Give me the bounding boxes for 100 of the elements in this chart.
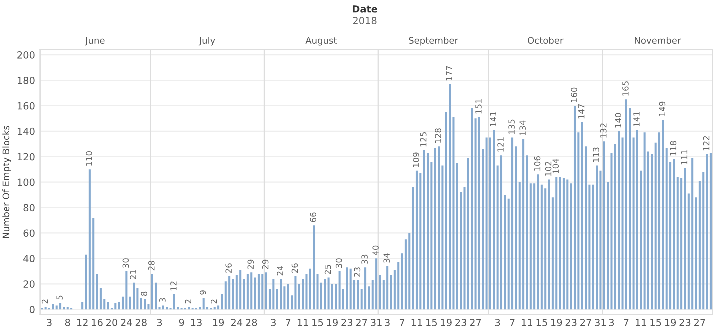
data-label: 25 bbox=[324, 265, 332, 274]
x-tick-label: 15 bbox=[426, 319, 438, 326]
y-tick-label: 140 bbox=[18, 128, 35, 136]
x2-tick-label: August bbox=[306, 37, 338, 46]
bar bbox=[673, 159, 676, 310]
bar bbox=[188, 307, 190, 310]
bar bbox=[228, 276, 231, 310]
data-label: 122 bbox=[703, 136, 710, 151]
x-tick-label: 28 bbox=[136, 319, 147, 326]
x-tick-label: 31 bbox=[595, 319, 606, 326]
y-tick-label: 80 bbox=[24, 204, 35, 212]
bar bbox=[316, 274, 319, 310]
data-label: 128 bbox=[435, 128, 442, 143]
x-tick-label: 24 bbox=[121, 319, 132, 326]
bar bbox=[350, 268, 352, 310]
x-tick-label: 3 bbox=[271, 319, 276, 326]
data-label: 102 bbox=[545, 162, 552, 176]
bar bbox=[426, 153, 430, 310]
data-label: 109 bbox=[413, 152, 420, 168]
data-label: 134 bbox=[520, 120, 526, 136]
bar bbox=[240, 270, 242, 310]
bar bbox=[214, 307, 216, 310]
data-label: 135 bbox=[508, 120, 515, 134]
bar bbox=[107, 302, 110, 310]
bar bbox=[199, 307, 202, 310]
bar bbox=[456, 163, 458, 310]
x-tick-label: 27 bbox=[580, 319, 592, 326]
data-label: 106 bbox=[534, 156, 541, 171]
bar bbox=[618, 131, 620, 310]
x-tick-label: 3 bbox=[157, 319, 162, 326]
x-tick-label: 23 bbox=[342, 319, 353, 326]
bar bbox=[471, 108, 474, 310]
x-tick-label: 28 bbox=[246, 319, 258, 326]
y-tick-label: 200 bbox=[18, 52, 35, 59]
y-tick-label: 20 bbox=[24, 280, 35, 288]
bar bbox=[52, 304, 54, 310]
y-tick-label: 100 bbox=[18, 178, 35, 186]
bar bbox=[662, 120, 664, 310]
bar bbox=[493, 130, 496, 310]
bar bbox=[710, 153, 712, 310]
bar bbox=[364, 268, 367, 310]
x-tick-label: 23 bbox=[566, 319, 577, 326]
x-tick-label: 3 bbox=[609, 319, 614, 326]
bar bbox=[313, 226, 316, 310]
data-label: 177 bbox=[446, 66, 452, 81]
bar bbox=[548, 180, 550, 310]
data-label: 111 bbox=[681, 150, 688, 165]
data-label: 26 bbox=[292, 264, 298, 274]
bar bbox=[144, 299, 146, 310]
bar bbox=[166, 307, 168, 310]
bar bbox=[151, 274, 154, 310]
bar bbox=[474, 118, 477, 310]
data-label: 140 bbox=[615, 113, 622, 128]
bar bbox=[408, 233, 411, 310]
bar bbox=[398, 262, 400, 310]
bar bbox=[250, 272, 253, 310]
x-tick-label: 12 bbox=[77, 319, 88, 326]
y-tick-label: 120 bbox=[18, 153, 35, 161]
data-label: 9 bbox=[200, 290, 206, 295]
x2-tick-label: October bbox=[528, 37, 564, 44]
x-tick-label: 31 bbox=[371, 319, 382, 326]
data-label: 141 bbox=[490, 112, 496, 126]
bar bbox=[416, 170, 418, 310]
bar bbox=[66, 307, 69, 310]
bar bbox=[596, 166, 598, 310]
data-label: 66 bbox=[310, 212, 317, 222]
bar bbox=[221, 294, 224, 310]
data-label: 23 bbox=[354, 268, 361, 277]
x-tick-label: 24 bbox=[231, 319, 243, 326]
bar bbox=[562, 178, 565, 310]
bar bbox=[232, 279, 234, 310]
y-tick-label: 160 bbox=[18, 102, 35, 110]
data-label: 5 bbox=[56, 296, 63, 300]
data-label: 29 bbox=[248, 260, 254, 270]
bar bbox=[449, 84, 452, 310]
data-label: 8 bbox=[141, 292, 148, 296]
x-tick-label: 11 bbox=[298, 319, 308, 326]
bar bbox=[566, 180, 569, 310]
x-tick-label: 11 bbox=[636, 319, 646, 326]
x-tick-label: 7 bbox=[510, 319, 515, 326]
data-label: 147 bbox=[578, 104, 585, 119]
data-label: 141 bbox=[634, 112, 640, 126]
x-tick-label: 3 bbox=[495, 319, 500, 326]
bar bbox=[338, 271, 341, 310]
x-tick-label: 15 bbox=[650, 319, 662, 326]
data-label: 12 bbox=[170, 282, 177, 291]
x-tick-label: 23 bbox=[456, 319, 466, 326]
x-tick-label: 15 bbox=[536, 319, 548, 326]
bar bbox=[324, 279, 326, 310]
bar bbox=[556, 177, 558, 310]
bar bbox=[294, 276, 297, 310]
data-label: 160 bbox=[571, 88, 578, 102]
x-tick-label: 20 bbox=[106, 319, 118, 326]
bar bbox=[357, 280, 360, 310]
bar bbox=[702, 172, 705, 310]
bar bbox=[666, 148, 668, 310]
bar bbox=[173, 294, 176, 310]
bar bbox=[574, 106, 576, 310]
bar bbox=[581, 122, 584, 310]
data-label: 104 bbox=[552, 159, 560, 174]
